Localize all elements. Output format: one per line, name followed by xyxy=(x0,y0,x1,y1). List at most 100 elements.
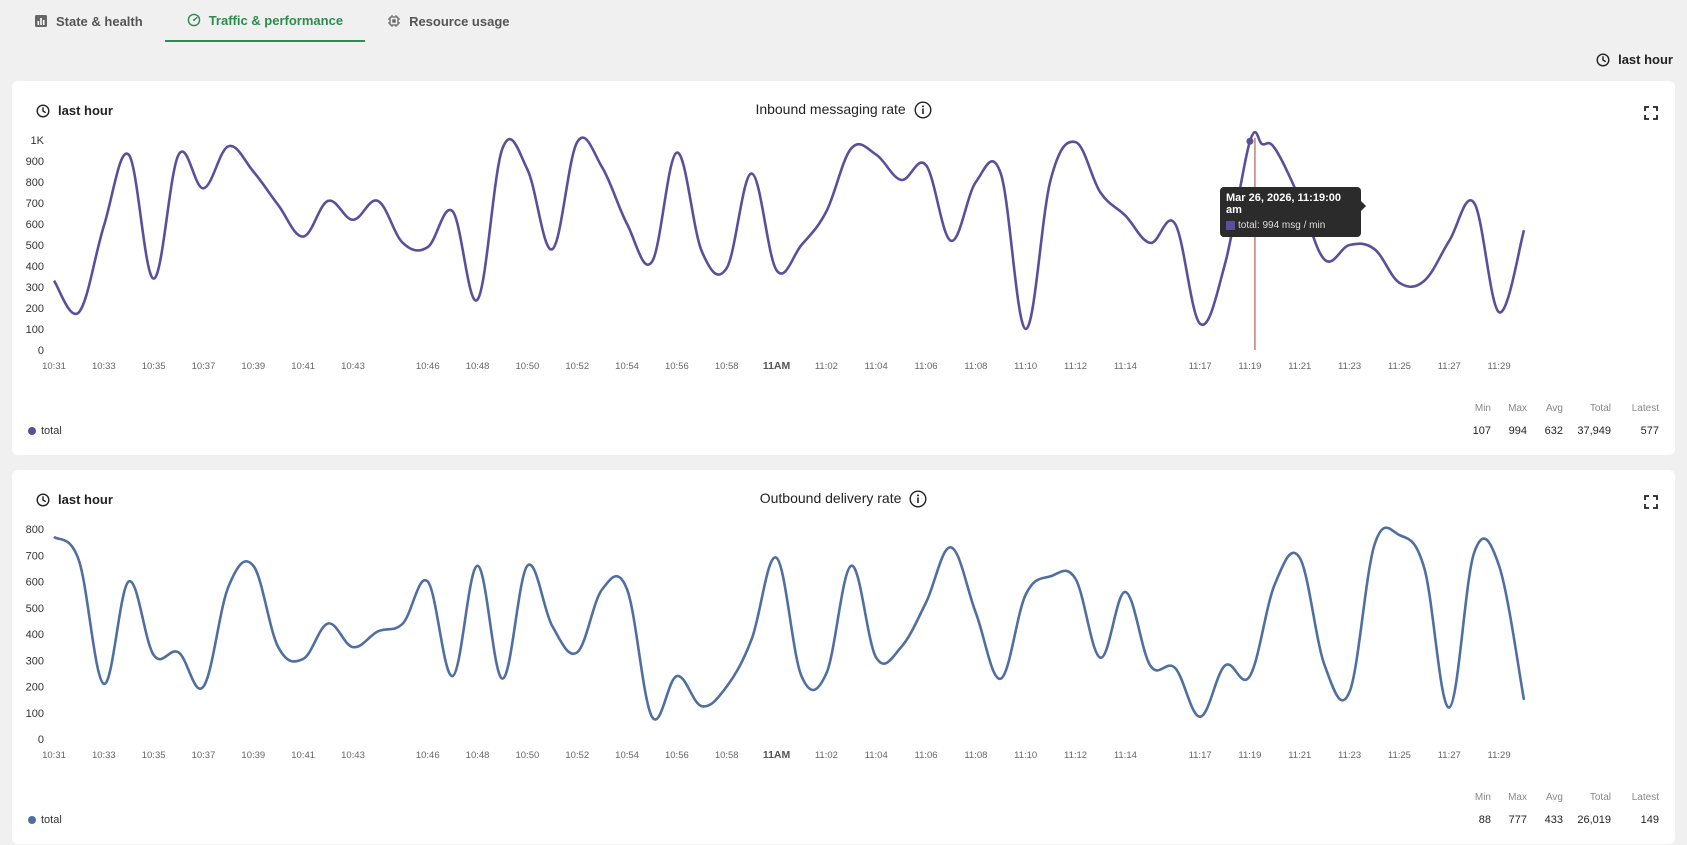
stat-label: Min xyxy=(1474,403,1491,414)
x-tick-label: 11:27 xyxy=(1438,361,1461,372)
stat-label: Avg xyxy=(1545,403,1563,414)
x-tick-label: 10:46 xyxy=(416,750,440,761)
x-tick-label: 11:23 xyxy=(1338,750,1361,761)
info-icon[interactable] xyxy=(914,101,932,119)
stat-value: 37,949 xyxy=(1577,425,1611,437)
x-tick-label: 11:23 xyxy=(1338,361,1361,372)
hover-point xyxy=(1246,137,1254,145)
x-tick-label: 10:54 xyxy=(615,361,639,372)
tooltip-timestamp: Mar 26, 2026, 11:19:00 am xyxy=(1226,192,1341,216)
x-tick-label: 11:04 xyxy=(865,750,888,761)
tab-traffic-performance[interactable]: Traffic & performance xyxy=(164,0,366,42)
stat-value: 26,019 xyxy=(1577,814,1611,826)
x-tick-label: 10:46 xyxy=(416,361,440,372)
x-tick-label: 10:37 xyxy=(192,750,216,761)
x-tick-label: 10:50 xyxy=(515,361,539,372)
tab-resource-usage[interactable]: Resource usage xyxy=(365,0,531,42)
x-tick-label: 11:21 xyxy=(1288,750,1311,761)
x-tick-label: 10:37 xyxy=(192,361,216,372)
stat-value: 433 xyxy=(1544,814,1563,826)
clock-icon xyxy=(1596,52,1610,67)
x-tick-label: 11:12 xyxy=(1064,750,1087,761)
stat-value: 994 xyxy=(1508,425,1527,437)
fullscreen-icon[interactable] xyxy=(1643,105,1659,121)
legend-label: total xyxy=(41,814,62,826)
x-tick-label: 11:14 xyxy=(1114,361,1137,372)
stat-label: Max xyxy=(1508,792,1527,803)
legend-item-total[interactable]: total xyxy=(28,425,62,437)
outbound-line-chart[interactable]: 0 100 200 300 400 500 600 700 800 10:31 10:33 10:35… xyxy=(12,470,1675,790)
x-tick-label: 10:39 xyxy=(241,750,265,761)
chart-title-text: Outbound delivery rate xyxy=(759,490,902,506)
x-tick-label: 10:48 xyxy=(466,361,490,372)
y-tick-label: 300 xyxy=(26,282,44,294)
stat-min: Min 107 xyxy=(1455,403,1491,437)
y-tick-label: 600 xyxy=(26,219,44,231)
x-tick-label: 11AM xyxy=(763,360,791,372)
series-line-total xyxy=(53,526,1526,721)
x-tick-label: 10:35 xyxy=(142,750,166,761)
x-tick-label: 10:50 xyxy=(515,750,539,761)
stat-avg: Avg 433 xyxy=(1527,792,1563,826)
stat-value: 88 xyxy=(1478,814,1491,826)
inbound-chart-panel: last hour Inbound messaging rate 0 100 200… xyxy=(12,81,1675,455)
panel-time-range-picker[interactable]: last hour xyxy=(36,103,113,118)
x-tick-label: 11:06 xyxy=(914,361,937,372)
y-tick-label: 700 xyxy=(26,550,44,562)
x-tick-label: 10:39 xyxy=(241,361,265,372)
stat-total: Total 37,949 xyxy=(1563,403,1611,437)
panel-time-range-label: last hour xyxy=(58,103,113,118)
chip-icon xyxy=(388,15,401,27)
x-tick-label: 11:02 xyxy=(815,750,838,761)
stat-min: Min 88 xyxy=(1455,792,1491,826)
stat-label: Min xyxy=(1474,792,1491,803)
clock-icon xyxy=(36,492,50,507)
stat-label: Total xyxy=(1589,403,1611,414)
global-time-range-picker[interactable]: last hour xyxy=(1596,52,1673,67)
outbound-chart-panel: last hour Outbound delivery rate 0 100 200… xyxy=(12,470,1675,844)
x-tick-label: 11:27 xyxy=(1438,750,1461,761)
y-tick-label: 800 xyxy=(26,177,44,189)
clock-icon xyxy=(36,103,50,118)
tab-label: State & health xyxy=(56,13,143,29)
x-tick-label: 10:58 xyxy=(715,361,739,372)
fullscreen-icon[interactable] xyxy=(1643,494,1659,510)
inbound-line-chart[interactable]: 0 100 200 300 400 500 600 700 800 900 1K 10:31 10:33… xyxy=(12,81,1675,401)
x-tick-label: 10:58 xyxy=(715,750,739,761)
x-tick-label: 11:21 xyxy=(1288,361,1311,372)
x-tick-label: 11:25 xyxy=(1388,750,1411,761)
tooltip-row: total: 994 msg / min xyxy=(1226,220,1355,231)
stat-max: Max 994 xyxy=(1491,403,1527,437)
x-tick-label: 10:52 xyxy=(565,361,589,372)
tab-state-health[interactable]: State & health xyxy=(12,0,165,42)
x-tick-label: 10:33 xyxy=(92,361,116,372)
chart-title-text: Inbound messaging rate xyxy=(755,101,906,117)
x-tick-label: 11:04 xyxy=(865,361,888,372)
x-tick-label: 11:19 xyxy=(1238,750,1261,761)
y-tick-label: 700 xyxy=(26,198,44,210)
x-tick-label: 10:56 xyxy=(665,361,689,372)
x-tick-label: 11:17 xyxy=(1189,361,1212,372)
x-tick-label: 11:14 xyxy=(1114,750,1137,761)
chart-tooltip: Mar 26, 2026, 11:19:00 am total: 994 msg… xyxy=(1220,187,1366,237)
stats-summary: Min 107 Max 994 Avg 632 Total 37,949 Latest 5… xyxy=(1455,403,1659,437)
x-tick-label: 10:43 xyxy=(341,361,365,372)
y-tick-label: 1K xyxy=(31,135,45,147)
x-tick-label: 10:41 xyxy=(291,361,315,372)
stat-label: Latest xyxy=(1631,403,1659,414)
chart-title: Inbound messaging rate xyxy=(12,101,1675,119)
info-icon[interactable] xyxy=(909,490,927,508)
panel-time-range-picker[interactable]: last hour xyxy=(36,492,113,507)
legend-item-total[interactable]: total xyxy=(28,814,62,826)
x-tick-label: 10:56 xyxy=(665,750,689,761)
panel-time-range-label: last hour xyxy=(58,492,113,507)
stat-label: Latest xyxy=(1631,792,1659,803)
x-tick-label: 11:10 xyxy=(1014,361,1037,372)
stat-latest: Latest 577 xyxy=(1611,403,1659,437)
legend-swatch xyxy=(28,816,36,824)
tab-label: Traffic & performance xyxy=(208,12,344,28)
y-tick-label: 0 xyxy=(38,345,44,357)
stat-value: 577 xyxy=(1640,425,1659,437)
tooltip-swatch xyxy=(1226,221,1235,230)
x-tick-label: 10:54 xyxy=(615,750,639,761)
